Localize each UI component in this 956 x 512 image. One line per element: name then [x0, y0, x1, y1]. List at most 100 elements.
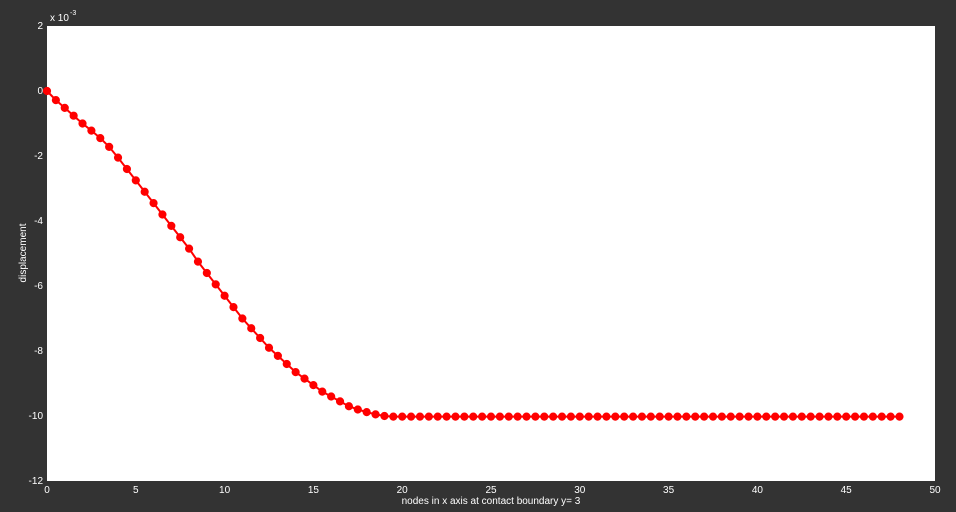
data-point — [184, 244, 194, 253]
data-point — [611, 412, 620, 421]
data-point — [469, 412, 478, 421]
y-tick-label: 2 — [37, 21, 43, 32]
data-point — [398, 412, 407, 421]
y-tick-label: -6 — [34, 281, 43, 292]
data-point — [291, 368, 300, 377]
data-point — [717, 412, 726, 421]
y-tick-label: -4 — [34, 216, 43, 227]
data-point — [824, 412, 833, 421]
data-point — [415, 412, 425, 421]
x-tick-label: 0 — [44, 485, 50, 496]
y-tick-label: -8 — [34, 346, 43, 357]
data-point — [833, 412, 842, 421]
data-point — [309, 381, 318, 390]
data-point — [655, 412, 664, 421]
data-point — [531, 412, 540, 421]
data-point — [842, 412, 851, 421]
x-tick-label: 5 — [133, 485, 139, 496]
x-tick-label: 10 — [219, 485, 231, 496]
data-point — [566, 412, 576, 421]
data-point — [220, 291, 229, 300]
data-point — [504, 412, 513, 421]
data-point — [167, 221, 176, 230]
data-point — [335, 397, 345, 406]
data-point — [193, 257, 203, 266]
x-axis: 0 5 10 15 20 25 30 35 40 45 50 — [44, 485, 941, 496]
x-axis-label: nodes in x axis at contact boundary y= 3 — [402, 496, 581, 507]
data-point — [637, 412, 647, 421]
data-point — [318, 387, 327, 396]
data-point — [327, 392, 336, 401]
data-point — [549, 412, 558, 421]
data-point — [122, 164, 132, 174]
data-point — [593, 412, 602, 421]
data-point — [584, 412, 593, 421]
data-point — [700, 412, 709, 421]
data-point — [140, 187, 149, 196]
data-point — [424, 412, 433, 421]
data-point — [105, 142, 114, 151]
data-point — [344, 402, 354, 411]
x-tick-label: 45 — [841, 485, 853, 496]
data-point — [131, 176, 140, 185]
data-point — [149, 199, 158, 208]
data-point — [433, 412, 442, 421]
x-tick-label: 30 — [574, 485, 586, 496]
data-point — [646, 412, 655, 421]
data-point — [264, 343, 274, 352]
series-layer — [42, 86, 904, 421]
data-point — [859, 412, 869, 421]
data-point — [806, 412, 815, 421]
data-point — [664, 412, 673, 421]
x-tick-label: 50 — [929, 485, 941, 496]
y-tick-label: -2 — [34, 151, 43, 162]
data-point — [868, 412, 877, 421]
data-point — [380, 411, 389, 421]
y-exponent-base: x 10 — [50, 13, 69, 24]
data-point — [478, 412, 487, 421]
data-point — [211, 280, 220, 289]
x-tick-label: 40 — [752, 485, 764, 496]
data-point — [673, 412, 682, 421]
data-point — [495, 412, 504, 421]
x-tick-label: 15 — [308, 485, 320, 496]
data-point — [708, 412, 718, 421]
data-point — [460, 412, 469, 421]
data-point — [486, 412, 496, 421]
data-point — [96, 134, 105, 143]
x-tick-label: 35 — [663, 485, 675, 496]
data-point — [682, 412, 691, 421]
data-point — [353, 405, 362, 414]
data-point — [557, 412, 567, 421]
data-point — [771, 412, 780, 421]
data-point — [42, 86, 52, 96]
data-point — [371, 410, 380, 419]
data-point — [389, 412, 398, 421]
data-point — [779, 412, 789, 421]
data-point — [744, 412, 753, 421]
data-point — [247, 324, 256, 333]
data-point — [540, 412, 549, 421]
data-point — [87, 126, 96, 135]
data-point — [51, 96, 60, 105]
data-point — [620, 412, 629, 421]
data-point — [158, 210, 167, 219]
data-point — [691, 412, 700, 421]
data-point — [406, 412, 416, 421]
data-point — [69, 111, 78, 120]
data-point — [273, 351, 282, 360]
data-point — [176, 233, 185, 242]
data-point — [628, 412, 638, 421]
data-point — [60, 103, 69, 113]
y-exponent-power: -3 — [70, 10, 76, 17]
data-point — [256, 333, 265, 343]
data-point — [451, 412, 460, 421]
data-point — [229, 303, 238, 312]
data-point — [877, 412, 886, 421]
y-tick-label: -12 — [29, 476, 44, 487]
data-point — [886, 412, 895, 421]
data-point — [282, 359, 291, 369]
data-point — [895, 412, 904, 421]
data-point — [762, 412, 771, 421]
data-point — [815, 412, 824, 421]
